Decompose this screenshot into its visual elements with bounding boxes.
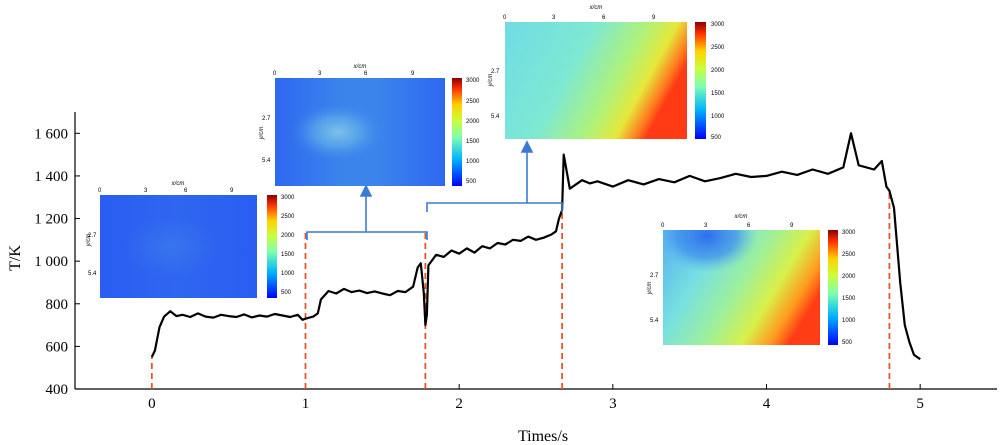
inset-1-colorbar (267, 195, 277, 298)
svg-text:3000: 3000 (281, 195, 295, 201)
x-tick-label: 2 (455, 396, 463, 412)
x-tick-label: 4 (763, 396, 771, 412)
inset-3-y-tick: 5.4 (491, 114, 500, 120)
inset-4-y-tick: 2.7 (650, 273, 659, 279)
x-tick-label: 3 (609, 396, 617, 412)
inset-2-x-tick: 3 (318, 71, 322, 77)
svg-text:2500: 2500 (711, 45, 725, 51)
inset-heatmap-2: x/cm 0 3 6 9 y/cm 2.7 5.4 3000 2500 2000… (259, 64, 480, 186)
inset-4-x-label: x/cm (734, 214, 748, 220)
svg-text:500: 500 (842, 340, 853, 346)
connector-arrowhead-1 (359, 184, 373, 197)
inset-1-y-tick: 5.4 (88, 271, 97, 277)
inset-2-y-tick: 5.4 (262, 158, 271, 164)
inset-1-y-tick: 2.7 (88, 233, 97, 239)
y-tick-label: 1 000 (34, 254, 68, 270)
svg-text:1500: 1500 (466, 139, 480, 145)
inset-2-colorbar (452, 78, 462, 186)
inset-4-x-tick: 9 (790, 223, 794, 229)
inset-1-x-tick: 3 (144, 188, 148, 194)
inset-1-y-label: y/cm (86, 234, 92, 248)
svg-text:3000: 3000 (842, 230, 856, 236)
y-tick-label: 1 600 (34, 126, 68, 142)
svg-text:1500: 1500 (842, 296, 856, 302)
inset-3-x-tick: 3 (552, 15, 556, 21)
inset-3-x-tick: 0 (503, 15, 507, 21)
inset-3-x-tick: 9 (652, 15, 656, 21)
inset-1-x-tick: 9 (230, 188, 234, 194)
inset-connectors (306, 140, 563, 240)
svg-text:1500: 1500 (281, 252, 295, 258)
y-axis-title: T/K (7, 245, 24, 271)
inset-2-x-label: x/cm (353, 64, 367, 70)
y-tick-label: 600 (46, 339, 69, 355)
svg-text:1000: 1000 (711, 114, 725, 120)
inset-2-colorbar-ticks: 3000 2500 2000 1500 1000 500 (466, 78, 480, 185)
inset-2-y-label: y/cm (259, 127, 265, 141)
inset-4-colorbar-ticks: 3000 2500 2000 1500 1000 500 (842, 230, 856, 346)
svg-text:2000: 2000 (711, 68, 725, 74)
svg-text:1000: 1000 (466, 159, 480, 165)
inset-3-x-tick: 6 (602, 15, 606, 21)
inset-4-x-tick: 3 (704, 223, 708, 229)
svg-text:500: 500 (281, 290, 292, 296)
inset-2-x-tick: 6 (364, 71, 368, 77)
svg-text:3000: 3000 (466, 78, 480, 84)
stage-markers (150, 190, 891, 389)
inset-heatmap-1: x/cm 0 3 6 9 y/cm 2.7 5.4 3000 2500 2000… (86, 181, 295, 298)
svg-text:2000: 2000 (281, 233, 295, 239)
svg-text:2500: 2500 (466, 99, 480, 105)
inset-1-x-tick: 6 (184, 188, 188, 194)
svg-text:3000: 3000 (711, 22, 725, 28)
connector-bracket-2 (426, 202, 563, 212)
inset-1-x-tick: 0 (98, 188, 102, 194)
inset-4-y-tick: 5.4 (650, 318, 659, 324)
temperature-series-line (150, 132, 921, 361)
inset-4-x-tick: 6 (747, 223, 751, 229)
inset-1-colorbar-ticks: 3000 2500 2000 1500 1000 500 (281, 195, 295, 296)
y-tick-label: 1 200 (34, 212, 68, 228)
inset-2-x-tick: 0 (273, 71, 277, 77)
inset-4-colorbar (828, 230, 838, 345)
x-tick-label: 1 (302, 396, 310, 412)
svg-text:500: 500 (466, 179, 477, 185)
inset-3-colorbar-ticks: 3000 2500 2000 1500 1000 500 (711, 22, 725, 141)
connector-arrowhead-2 (520, 140, 534, 153)
svg-text:1500: 1500 (711, 91, 725, 97)
x-tick-label: 0 (148, 396, 156, 412)
y-tick-label: 1 400 (34, 169, 68, 185)
inset-3-y-tick: 2.7 (491, 69, 500, 75)
inset-2-x-tick: 9 (411, 71, 415, 77)
svg-text:2500: 2500 (281, 214, 295, 220)
inset-3-heatmap (505, 22, 687, 139)
inset-4-y-label: y/cm (647, 282, 653, 296)
inset-3-x-label: x/cm (589, 5, 603, 11)
svg-text:1000: 1000 (281, 271, 295, 277)
inset-heatmap-3: x/cm 0 3 6 9 y/cm 2.7 5.4 3000 2500 2000… (488, 5, 725, 141)
svg-text:2500: 2500 (842, 252, 856, 258)
connector-bracket-1 (306, 231, 428, 240)
inset-1-x-label: x/cm (171, 181, 185, 187)
y-tick-label: 800 (46, 297, 69, 313)
inset-2-y-tick: 2.7 (262, 116, 271, 122)
inset-3-y-label: y/cm (488, 74, 494, 88)
inset-4-x-tick: 0 (661, 223, 665, 229)
x-tick-label: 5 (916, 396, 924, 412)
svg-text:2000: 2000 (466, 119, 480, 125)
inset-3-colorbar (695, 22, 706, 139)
svg-text:2000: 2000 (842, 274, 856, 280)
svg-text:500: 500 (711, 135, 722, 141)
svg-text:1000: 1000 (842, 318, 856, 324)
y-tick-label: 400 (46, 382, 69, 398)
x-axis-title: Times/s (518, 428, 568, 445)
inset-heatmap-4: x/cm 0 3 6 9 y/cm 2.7 5.4 3000 2500 2000… (647, 214, 856, 346)
